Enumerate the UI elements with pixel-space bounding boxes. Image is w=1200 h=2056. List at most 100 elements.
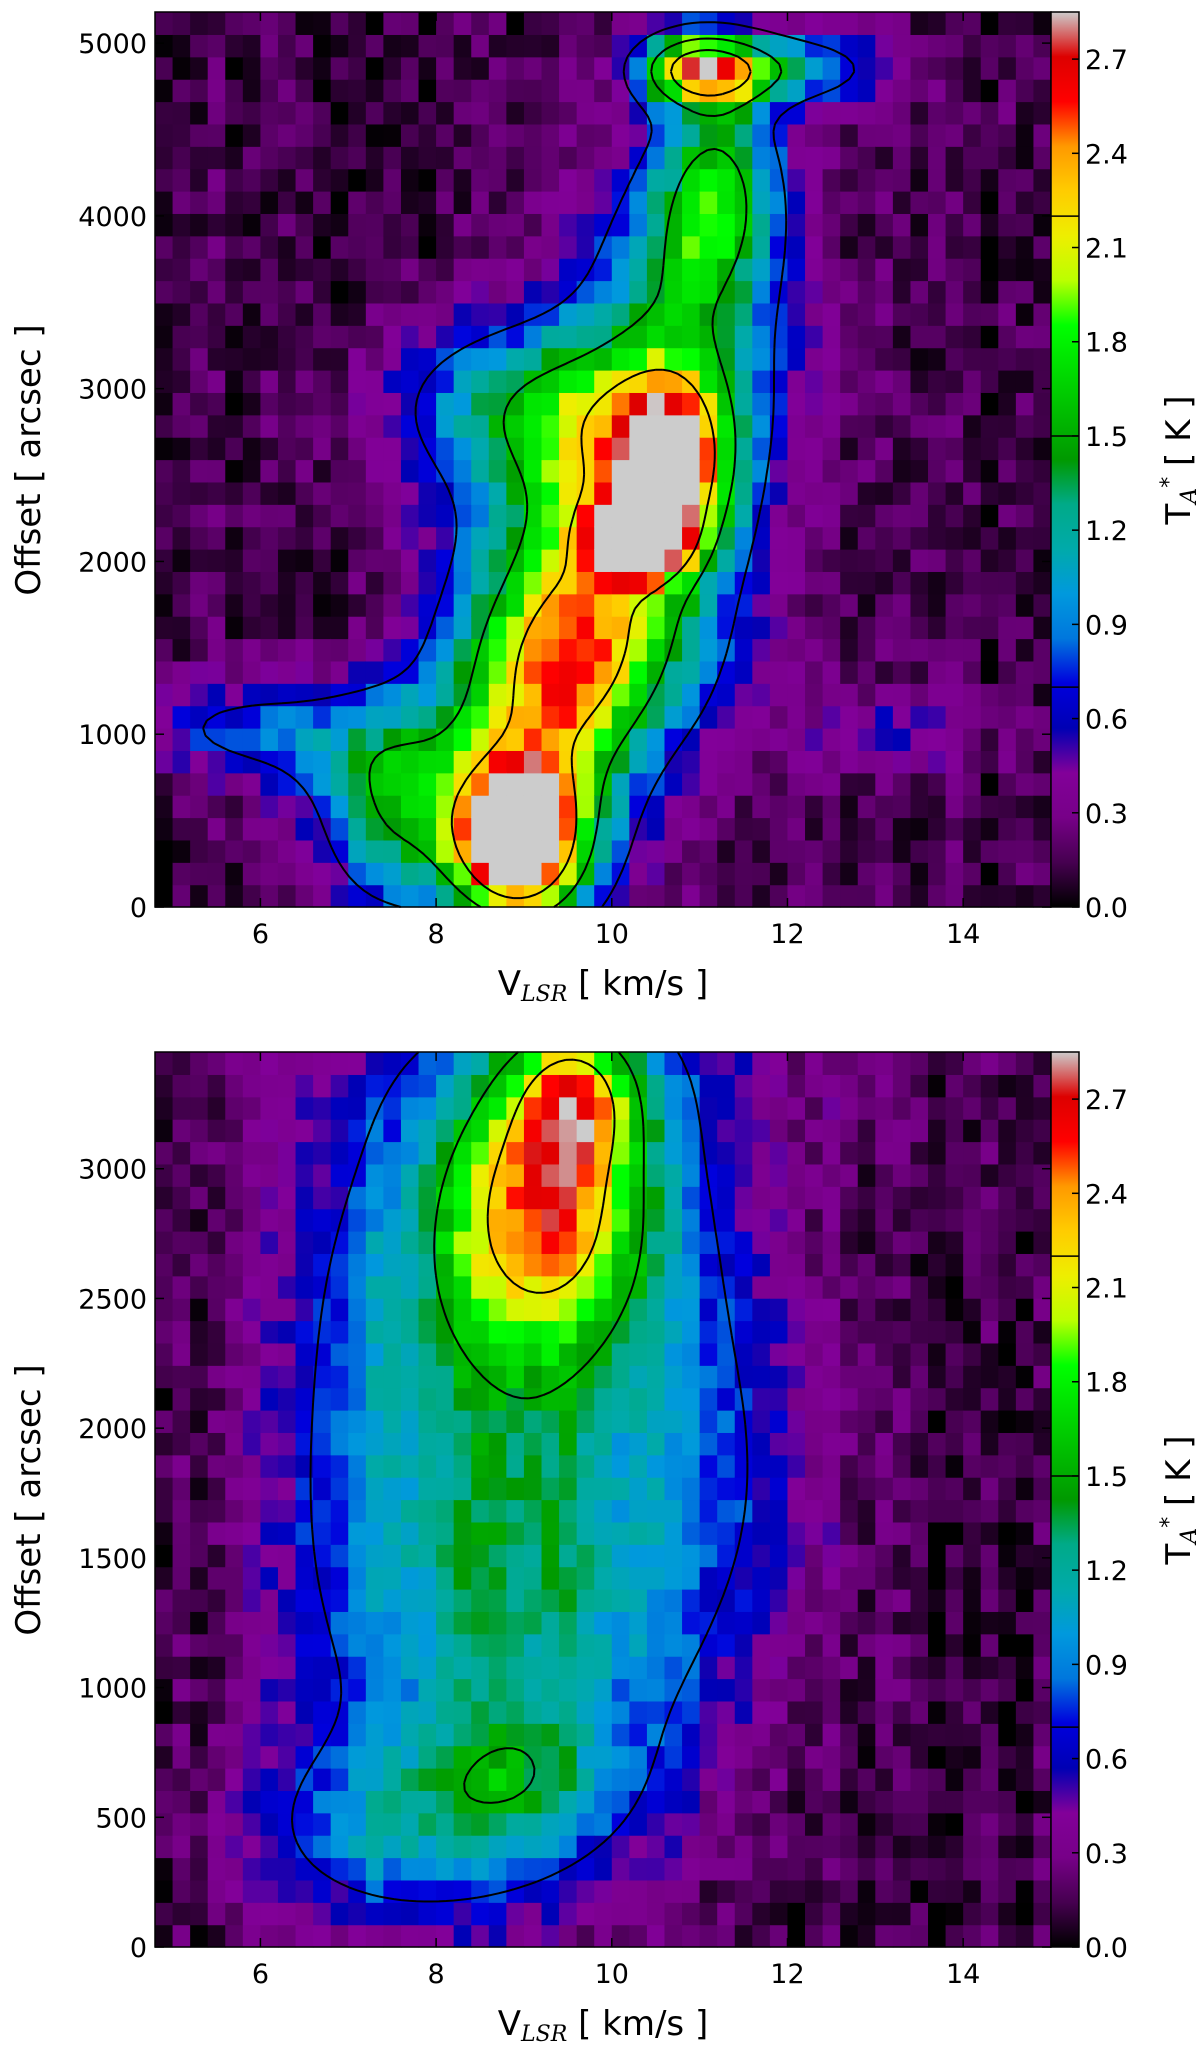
heatmap-cell (892, 705, 912, 729)
heatmap-cell (471, 1589, 490, 1612)
heatmap-cell (383, 1231, 402, 1254)
heatmap-cell (172, 1611, 191, 1635)
heatmap-cell (664, 392, 683, 416)
heatmap-cell (330, 1812, 349, 1836)
heatmap-cell (629, 1589, 648, 1612)
heatmap-cell (629, 616, 648, 640)
heatmap-cell (277, 191, 297, 214)
heatmap-cell (928, 1320, 947, 1344)
heatmap-cell (840, 1454, 859, 1478)
heatmap-cell (998, 1790, 1017, 1814)
heatmap-cell (559, 1096, 578, 1120)
heatmap-cell (945, 772, 964, 796)
heatmap-cell (436, 1342, 455, 1366)
heatmap-cell (295, 728, 314, 751)
heatmap-cell (436, 302, 455, 326)
heatmap-cell (313, 481, 332, 505)
heatmap-cell (699, 1320, 718, 1344)
heatmap-cell (365, 1835, 384, 1859)
heatmap-cell (998, 79, 1017, 103)
heatmap-cell (717, 1835, 736, 1859)
heatmap-cell (857, 146, 876, 170)
heatmap-cell (945, 638, 964, 662)
heatmap-cell (928, 1566, 947, 1590)
heatmap-cell (225, 660, 244, 684)
heatmap-cell (734, 1566, 753, 1590)
heatmap-cell (436, 1611, 455, 1635)
heatmap-cell (488, 481, 507, 505)
heatmap-cell (664, 705, 683, 729)
heatmap-cell (400, 1477, 420, 1501)
heatmap-cell (682, 414, 701, 438)
heatmap-cell (892, 1678, 912, 1702)
heatmap-cell (1033, 728, 1052, 751)
heatmap-cell (471, 191, 490, 214)
heatmap-cell (471, 1275, 490, 1299)
heatmap-cell (945, 1835, 964, 1859)
heatmap-cell (260, 1678, 279, 1702)
heatmap-cell (1033, 1924, 1052, 1948)
heatmap-cell (330, 1745, 349, 1769)
heatmap-cell (400, 191, 420, 214)
heatmap-cell (822, 1141, 841, 1165)
heatmap-cell (400, 302, 420, 326)
heatmap-cell (523, 325, 543, 349)
heatmap-cell (646, 213, 666, 237)
heatmap-cell (752, 1342, 771, 1366)
heatmap-cell (260, 683, 279, 707)
heatmap-cell (383, 213, 402, 237)
heatmap-cell (541, 1924, 560, 1948)
heatmap-cell (559, 1342, 578, 1366)
heatmap-cell (611, 616, 630, 640)
heatmap-cell (805, 839, 824, 863)
heatmap-cell (682, 101, 701, 125)
heatmap-cell (892, 728, 912, 751)
heatmap-cell (295, 1521, 314, 1545)
heatmap-cell (805, 1275, 824, 1299)
heatmap-cell (488, 123, 507, 147)
heatmap-cell (190, 481, 209, 505)
heatmap-cell (945, 683, 964, 707)
heatmap-cell (840, 616, 859, 640)
heatmap-cell (471, 168, 490, 192)
heatmap-cell (488, 79, 507, 103)
heatmap-cell (769, 1342, 789, 1366)
heatmap-cell (559, 1387, 578, 1411)
heatmap-cell (523, 392, 543, 416)
heatmap-cell (910, 1119, 929, 1143)
heatmap-cell (822, 1745, 841, 1769)
heatmap-cell (928, 56, 947, 80)
heatmap-cell (453, 1902, 472, 1926)
heatmap-cell (646, 1365, 666, 1389)
heatmap-cell (365, 1499, 384, 1523)
heatmap-cell (277, 1432, 297, 1456)
heatmap-cell (629, 1700, 648, 1724)
heatmap-cell (523, 526, 543, 550)
heatmap-cell (453, 258, 472, 282)
heatmap-cell (400, 571, 420, 595)
heatmap-cell (365, 593, 384, 617)
heatmap-cell (840, 1544, 859, 1568)
heatmap-cell (787, 817, 806, 841)
heatmap-cell (418, 862, 437, 886)
heatmap-cell (418, 1052, 437, 1075)
heatmap-cell (313, 1924, 332, 1948)
heatmap-cell (594, 34, 613, 58)
heatmap-cell (805, 146, 824, 170)
heatmap-cell (453, 280, 472, 304)
heatmap-cell (523, 750, 543, 774)
heatmap-cell (471, 1320, 490, 1344)
heatmap-cell (682, 795, 701, 819)
heatmap-cell (330, 1924, 349, 1948)
heatmap-cell (488, 1231, 507, 1254)
heatmap-cell (875, 1141, 894, 1165)
heatmap-cell (734, 325, 753, 349)
heatmap-cell (928, 235, 947, 259)
heatmap-cell (576, 1320, 595, 1344)
heatmap-cell (1015, 1096, 1035, 1120)
heatmap-cell (365, 1521, 384, 1545)
heatmap-cell (629, 839, 648, 863)
heatmap-cell (629, 1521, 648, 1545)
heatmap-cell (945, 459, 964, 483)
heatmap-cell (594, 1454, 613, 1478)
